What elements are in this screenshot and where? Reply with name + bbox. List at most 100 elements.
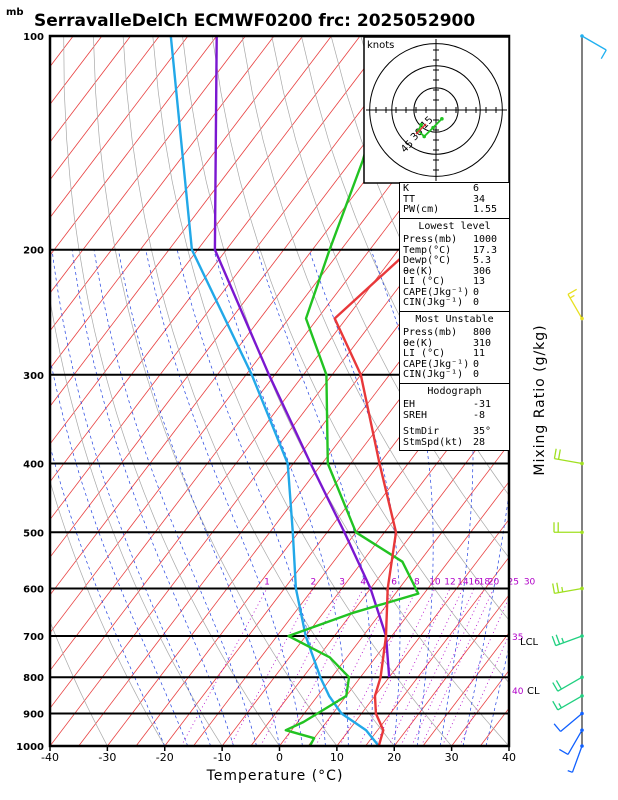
pressure-tick-label: 600: [23, 584, 44, 595]
mixing-ratio-label: 8: [414, 577, 420, 587]
pressure-tick-label: 100: [23, 32, 44, 43]
wind-barb-staff: [557, 676, 583, 692]
mixing-ratio-line: [411, 588, 485, 746]
mixing-ratio-line: [260, 588, 343, 746]
dewpoint-line: [284, 36, 420, 746]
x-tick-label: 0: [276, 751, 283, 764]
isotherm-line: [50, 36, 160, 181]
hodograph-point: [431, 125, 435, 130]
isotherm-line: [78, 179, 509, 746]
hodograph-stats-title: Hodograph: [427, 385, 482, 397]
hodo-row: SREH -8: [403, 409, 486, 421]
lowest-level-section: Lowest level Press(mb) 1000 Temp(°C) 17.3 …: [400, 217, 509, 311]
mixing-ratio-line: [459, 633, 509, 746]
hodograph-stats-section: Hodograph EH -31 SREH -8 StmDir 35° StmSpd(…: [400, 382, 509, 451]
wind-barb-flag: [567, 288, 577, 295]
wind-barb-dot: [580, 530, 584, 535]
wind-barb-staff: [567, 729, 583, 755]
chart-title: SerravalleDelCh ECMWF0200 frc: 202505290…: [34, 11, 475, 31]
mixing-ratio-label: 12: [444, 577, 455, 587]
lcl-value-upper: 35: [512, 633, 523, 643]
wind-barb-staff: [554, 457, 583, 465]
mixing-ratio-label: 4: [360, 577, 366, 587]
dry-adiabat-line: [152, 36, 452, 746]
isotherm-line: [50, 36, 418, 521]
stat-pw: PW(cm) 1.55: [403, 204, 498, 215]
wind-barb-flag: [557, 449, 561, 460]
wind-barb-dot: [580, 675, 584, 679]
unstable-row: LI (°C) 11: [403, 348, 486, 359]
moist-adiabat-line: [50, 444, 166, 746]
isotherm-line: [336, 518, 509, 746]
wind-barb-dot: [580, 728, 584, 732]
wind-barb-flag: [558, 703, 562, 709]
isotherm-line: [50, 36, 275, 332]
isotherm-line: [50, 36, 390, 483]
wind-barb-dot: [580, 694, 584, 698]
storm-motion-arrow: [415, 123, 427, 135]
lcl-value-lower: 40: [512, 687, 524, 697]
mixing-ratio-title: Mixing Ratio (g/kg): [532, 324, 548, 475]
dry-adiabat-line: [211, 36, 509, 684]
moist-adiabat-line: [117, 249, 280, 746]
mixing-ratio-label: 25: [507, 577, 518, 587]
lcl-label-upper: LCL: [520, 637, 539, 648]
wind-barb-staff: [557, 695, 583, 711]
hodograph-point: [440, 117, 444, 121]
mixing-ratio-label: 30: [524, 577, 536, 587]
pressure-tick-label: 700: [23, 632, 44, 643]
x-tick-label: 40: [502, 751, 516, 764]
moist-adiabat-line: [50, 356, 189, 746]
mixing-ratio-label: 20: [488, 577, 500, 587]
isotherm-line: [538, 36, 618, 746]
dry-adiabat-line: [63, 36, 280, 746]
isotherm-line: [307, 481, 509, 746]
dry-adiabat-line: [182, 36, 509, 746]
pressure-tick-label: 500: [23, 528, 44, 539]
hodo-row: EH -31: [403, 399, 492, 410]
wind-profile: [551, 34, 607, 773]
wind-barb-staff: [571, 745, 583, 773]
moist-adiabat-line: [176, 249, 326, 746]
wind-barb-dot: [580, 634, 584, 638]
dry-adiabat-line: [122, 36, 395, 746]
lowest-row: CAPE(Jkg⁻¹) 0: [403, 286, 480, 298]
temperature-axis-labels: -40 -30 -20 -10 0 10 20 30 40: [41, 746, 516, 764]
x-tick-label: 10: [330, 751, 344, 764]
mixing-ratio-line: [420, 588, 494, 746]
unstable-row: Press(mb) 800: [403, 327, 492, 338]
wind-barb-flag: [552, 700, 559, 711]
isotherm-line: [50, 36, 447, 558]
stat-tt: TT 34: [403, 193, 486, 205]
wind-barb-staff: [560, 713, 583, 733]
pressure-unit-label: mb: [6, 7, 24, 18]
isotherm-line: [279, 443, 509, 746]
lowest-row: CIN(Jkg⁻¹) 0: [403, 297, 480, 308]
wind-barb-dot: [580, 461, 584, 466]
dry-adiabat-line: [539, 36, 618, 746]
wind-barb-dot: [580, 34, 584, 38]
pressure-tick-label: 800: [23, 673, 44, 684]
wind-barb-dot: [580, 744, 584, 748]
isotherm-line: [50, 36, 361, 445]
dry-adiabat-line: [599, 36, 618, 746]
lowest-row: LI (°C) 13: [403, 276, 486, 287]
pressure-tick-label: 300: [23, 371, 44, 382]
isotherm-line: [50, 36, 246, 294]
mixing-ratio-label: 10: [429, 577, 441, 587]
isotherm-line: [250, 405, 509, 746]
mixing-ratio-line: [400, 588, 475, 746]
isotherm-line: [50, 36, 189, 219]
wind-barb-flag: [553, 448, 557, 459]
mixing-ratio-line: [229, 588, 314, 746]
wind-barb-flag: [569, 294, 575, 299]
wind-barb-dot: [580, 316, 584, 321]
pressure-tick-label: 400: [23, 459, 44, 470]
lowest-row: Press(mb) 1000: [403, 234, 498, 245]
parcel-line: [213, 36, 391, 678]
wind-barb-staff: [581, 35, 607, 51]
pressure-axis-labels: 1000 900 800 700 600 500 400 300 200 100: [16, 32, 44, 753]
dry-adiabat-line: [50, 620, 108, 746]
isotherm-line: [50, 36, 304, 370]
